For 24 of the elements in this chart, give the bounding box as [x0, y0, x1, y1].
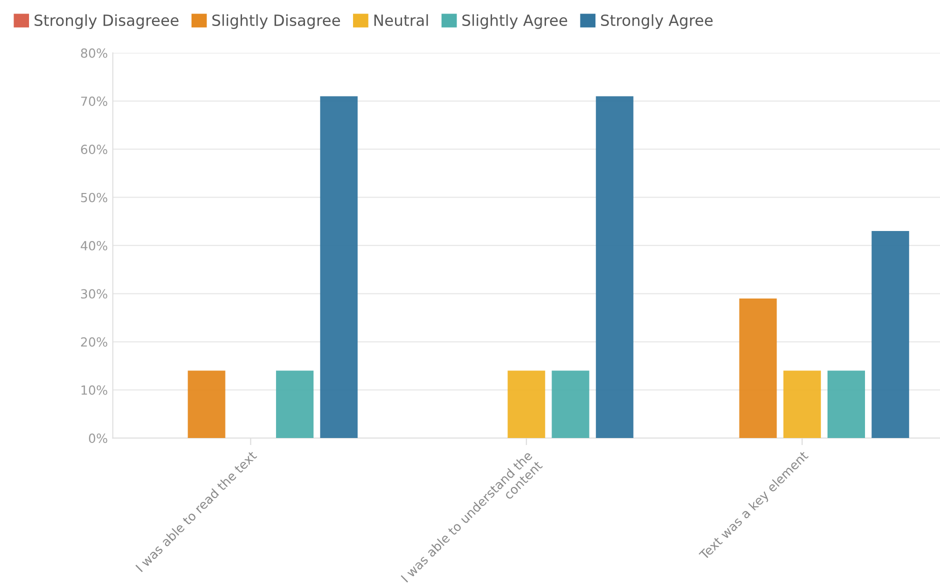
y-tick-label: 20%	[81, 337, 108, 347]
legend-label: Strongly Agree	[601, 14, 713, 29]
y-tick-label: 10%	[82, 385, 108, 395]
bar	[828, 370, 865, 438]
y-tick-label: 60%	[81, 144, 108, 154]
bar	[276, 370, 314, 438]
bar	[596, 96, 634, 438]
legend-label: Neutral	[374, 14, 428, 26]
legend-label: Strongly Disagreee	[34, 14, 178, 29]
y-tick-label: 70%	[81, 96, 108, 106]
bar	[872, 231, 910, 438]
bar	[739, 298, 777, 438]
legend-label: Slightly Disagree	[212, 14, 340, 29]
y-tick-label: 50%	[81, 192, 108, 202]
bar	[188, 370, 226, 438]
bar	[783, 370, 821, 438]
y-tick-label: 0%	[88, 434, 108, 443]
y-tick-label: 80%	[81, 48, 108, 58]
bar	[320, 96, 358, 438]
y-tick-label: 30%	[81, 289, 108, 299]
legend-label: Slightly Agree	[462, 14, 568, 29]
y-tick-label: 40%	[80, 240, 108, 250]
bar	[552, 370, 590, 438]
bar	[508, 370, 546, 438]
